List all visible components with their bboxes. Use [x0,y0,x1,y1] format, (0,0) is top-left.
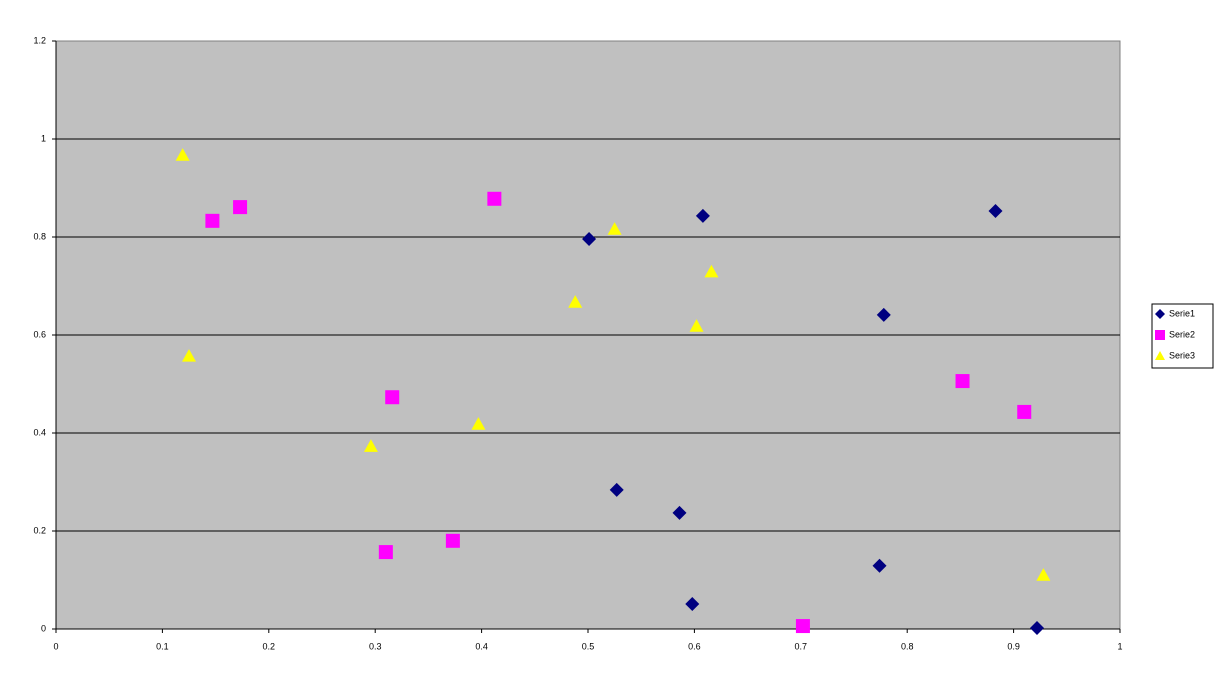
x-tick-label: 1 [1117,641,1122,651]
x-tick-label: 0.1 [156,641,169,651]
point [385,390,400,405]
point [487,191,502,206]
x-tick-label: 0.7 [795,641,808,651]
point [363,439,378,452]
point [568,295,583,308]
x-tick-label: 0 [53,641,58,651]
point [205,213,220,228]
point [233,200,248,215]
point [1036,568,1051,581]
y-tick-label: 0.4 [33,427,46,437]
point [378,545,393,560]
y-tick-label: 0.6 [33,329,46,339]
legend-label: Serie2 [1169,329,1195,339]
point [685,597,700,612]
y-tick-label: 0.8 [33,231,46,241]
point [175,148,190,161]
point [609,482,624,497]
point [704,264,719,278]
x-tick-label: 0.6 [688,641,701,651]
point [1030,621,1045,636]
legend-marker [1155,309,1165,319]
x-tick-label: 0.8 [901,641,914,651]
point [876,307,891,322]
point [689,319,704,332]
point [872,558,887,573]
y-tick-label: 1 [41,133,46,143]
point [955,374,970,389]
y-tick-label: 1.2 [33,35,46,45]
point [1017,404,1032,419]
x-tick-label: 0.2 [263,641,276,651]
legend-marker [1155,351,1165,360]
x-tick-label: 0.3 [369,641,382,651]
x-tick-label: 0.4 [475,641,488,651]
y-tick-label: 0.2 [33,525,46,535]
point [607,222,622,235]
legend-label: Serie1 [1169,308,1195,318]
point [795,619,810,634]
y-tick-label: 0 [41,623,46,633]
point [445,533,460,548]
point [672,505,687,520]
x-tick-label: 0.9 [1007,641,1020,651]
x-tick-label: 0.5 [582,641,595,651]
point [182,349,196,362]
point [695,208,710,223]
point [988,204,1003,219]
point [582,231,597,246]
legend-marker [1155,330,1165,340]
point [471,417,486,430]
legend-label: Serie3 [1169,350,1195,360]
